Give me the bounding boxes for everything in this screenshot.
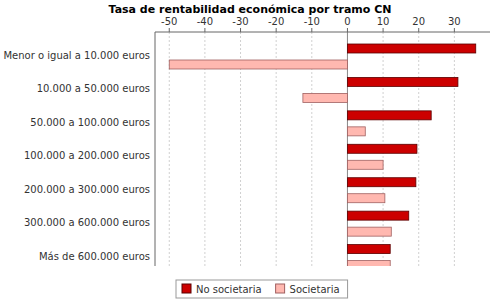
tick-mark <box>454 28 455 32</box>
tick-mark <box>240 28 241 32</box>
y-axis <box>155 32 156 266</box>
bar <box>347 261 390 266</box>
bar <box>347 194 384 203</box>
tick-label: -50 <box>161 16 177 27</box>
category-label: Más de 600.000 euros <box>39 251 150 262</box>
tick-label: -30 <box>232 16 248 27</box>
title: Tasa de rentabilidad económica por tramo… <box>109 3 392 16</box>
bar <box>169 60 347 69</box>
tick-label: -10 <box>304 16 320 27</box>
tick-label: -40 <box>197 16 213 27</box>
tick-mark <box>169 28 170 32</box>
category-label: Menor o igual a 10.000 euros <box>3 50 150 61</box>
x-axis <box>155 32 490 33</box>
category-label: 10.000 a 50.000 euros <box>37 83 150 94</box>
tick-label: -20 <box>268 16 284 27</box>
legend-label: No societaria <box>196 284 262 295</box>
tick-label: 20 <box>412 16 425 27</box>
tick-mark <box>204 28 205 32</box>
chart: Tasa de rentabilidad económica por tramo… <box>0 0 500 300</box>
legend-label: Societaria <box>290 284 340 295</box>
bar <box>347 44 475 53</box>
tick-label: 0 <box>344 16 350 27</box>
category-label: 100.000 a 200.000 euros <box>24 150 150 161</box>
category-label: 300.000 a 600.000 euros <box>24 217 150 228</box>
bar <box>347 211 408 220</box>
tick-label: 10 <box>377 16 390 27</box>
bars <box>169 44 475 266</box>
bar <box>347 160 383 169</box>
bar <box>347 77 457 86</box>
chart-container: Tasa de rentabilidad económica por tramo… <box>0 0 500 300</box>
tick-mark <box>311 28 312 32</box>
legend-box <box>176 280 348 298</box>
legend-swatch <box>182 284 191 293</box>
bar <box>347 127 365 136</box>
bar <box>347 144 416 153</box>
bar <box>303 93 348 102</box>
bar <box>347 227 391 236</box>
legend-swatch <box>276 284 285 293</box>
legend: No societaria Societaria <box>176 280 348 298</box>
tick-mark <box>347 28 348 32</box>
category-label: 200.000 a 300.000 euros <box>24 184 150 195</box>
grid-line <box>418 32 419 266</box>
grid-line <box>454 32 455 266</box>
category-label: 50.000 a 100.000 euros <box>30 117 150 128</box>
tick-mark <box>418 28 419 32</box>
tick-mark <box>276 28 277 32</box>
bar <box>347 245 390 254</box>
tick-label: 30 <box>448 16 461 27</box>
bar <box>347 111 431 120</box>
tick-mark <box>383 28 384 32</box>
bar <box>347 178 415 187</box>
